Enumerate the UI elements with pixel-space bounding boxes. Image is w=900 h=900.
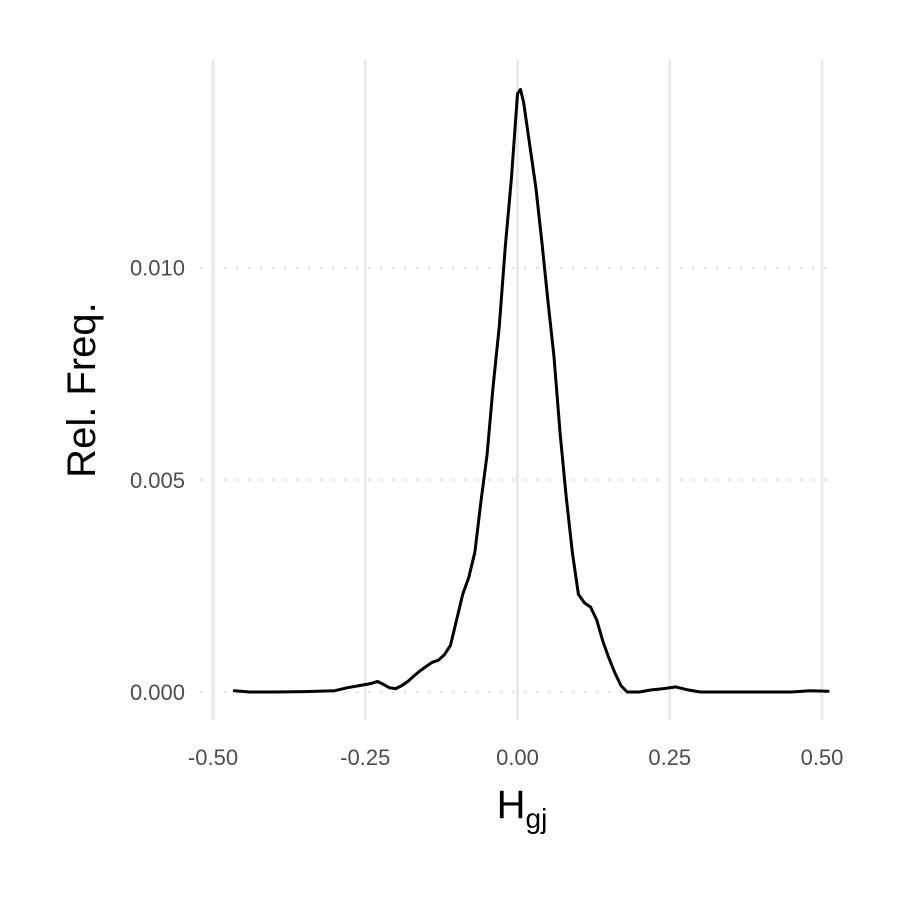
line-layer: [232, 88, 830, 694]
x-axis-title-subscript: gj: [526, 803, 548, 834]
x-tick-label: 0.00: [496, 745, 539, 770]
x-tick-label: 0.25: [648, 745, 691, 770]
x-axis-title: Hgj: [497, 783, 548, 834]
y-tick-label: 0.005: [130, 468, 185, 493]
grid-layer: [200, 60, 835, 720]
x-axis-title-main: H: [497, 783, 526, 827]
tick-layer: -0.50 -0.25 0.00 0.25 0.50 0.000 0.005 0.010: [130, 256, 843, 770]
x-tick-label: -0.50: [188, 745, 238, 770]
y-tick-label: 0.010: [130, 256, 185, 281]
x-tick-label: 0.50: [801, 745, 844, 770]
y-tick-label: 0.000: [130, 680, 185, 705]
density-line: [232, 88, 830, 694]
y-axis-title: Rel. Freq.: [60, 302, 104, 478]
x-tick-label: -0.25: [340, 745, 390, 770]
